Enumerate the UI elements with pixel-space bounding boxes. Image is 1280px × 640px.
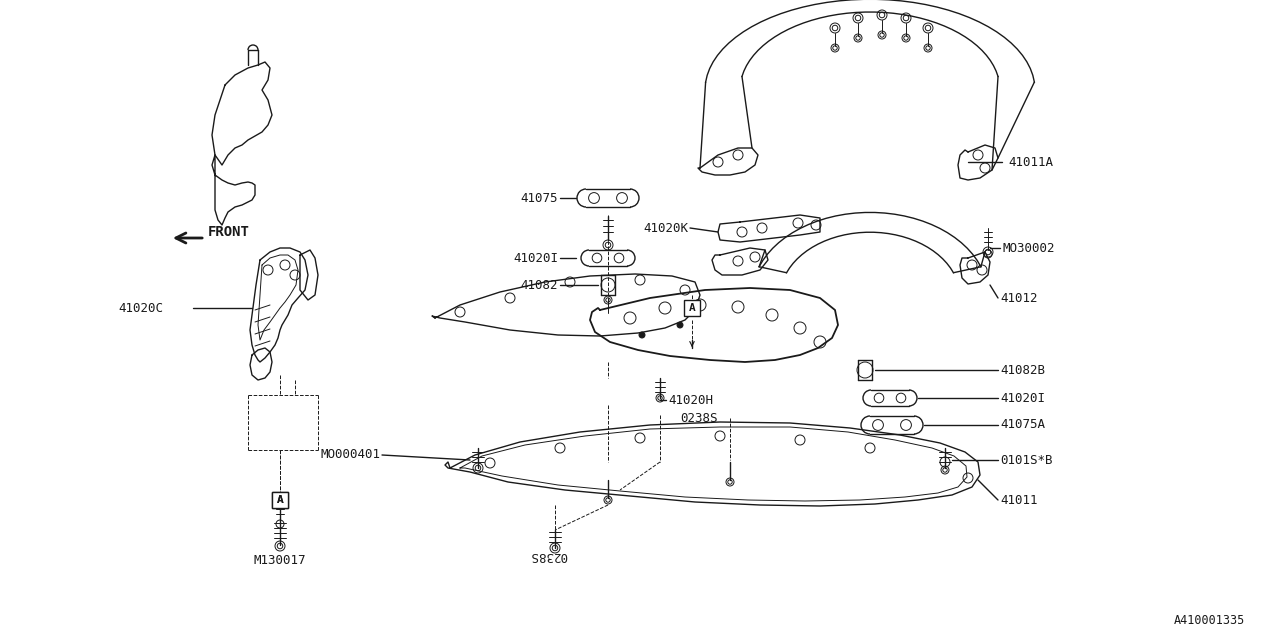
Bar	[273, 492, 288, 508]
Text: 41020K: 41020K	[643, 221, 689, 234]
Text: 41011A: 41011A	[1009, 156, 1053, 168]
Text: A: A	[276, 495, 283, 505]
Text: 41020C: 41020C	[118, 301, 163, 314]
Text: 41012: 41012	[1000, 291, 1038, 305]
Text: 41011: 41011	[1000, 493, 1038, 506]
Text: A: A	[276, 495, 283, 505]
Circle shape	[639, 332, 645, 338]
Text: 0238S: 0238S	[680, 412, 718, 424]
Text: A: A	[689, 303, 695, 313]
Text: 41020H: 41020H	[668, 394, 713, 406]
Bar	[273, 492, 288, 508]
Text: 0238S: 0238S	[529, 548, 567, 561]
Text: A410001335: A410001335	[1174, 614, 1245, 627]
Text: 41020I: 41020I	[513, 252, 558, 264]
Text: 41082: 41082	[521, 278, 558, 291]
Text: 41075: 41075	[521, 191, 558, 205]
Text: 41082B: 41082B	[1000, 364, 1044, 376]
Text: 0101S*B: 0101S*B	[1000, 454, 1052, 467]
Text: FRONT: FRONT	[209, 225, 250, 239]
Text: M130017: M130017	[253, 554, 306, 566]
Text: 41075A: 41075A	[1000, 419, 1044, 431]
Bar	[684, 300, 700, 316]
Text: MO30002: MO30002	[1002, 241, 1055, 255]
Text: 41020I: 41020I	[1000, 392, 1044, 404]
Text: MO000401: MO000401	[320, 449, 380, 461]
Circle shape	[677, 322, 684, 328]
